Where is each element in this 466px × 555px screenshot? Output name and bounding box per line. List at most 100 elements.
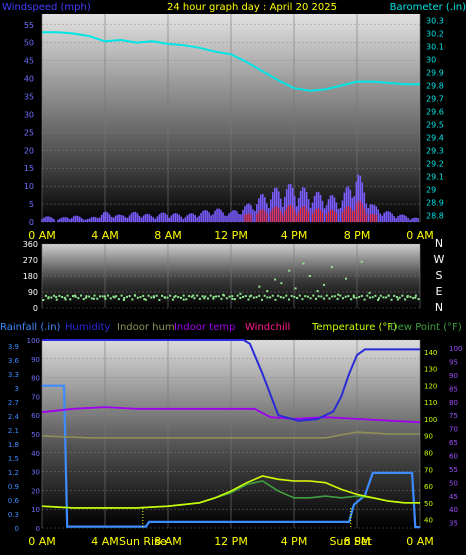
panel3-dewpoint-tick-label: 35 [449,520,458,528]
panel3-x-tick-label: 0 AM [406,535,434,548]
wind-direction-point [347,295,350,298]
panel1-left-tick-label: 30 [24,110,34,119]
wind-direction-point [339,294,342,297]
wind-direction-point [248,295,251,298]
wind-direction-point [341,297,344,300]
panel3-x-tick-label: 12 PM [214,535,248,548]
panel1-left-tick-label: 35 [24,92,34,101]
wind-direction-point [196,294,199,297]
wind-direction-point [247,298,250,301]
panel3-x-tick-label: 8 AM [154,535,182,548]
wind-direction-point [309,297,312,300]
wind-direction-point [328,297,331,300]
indoor-humidity-line [41,431,420,439]
panel3-temperature-tick-label: 100 [424,416,437,424]
panel3-rain-tick-label: 3.6 [8,357,20,365]
wind-direction-point [294,287,297,290]
wind-direction-point [212,297,215,300]
panel3-dewpoint-tick-label: 95 [449,358,458,366]
panel1-right-tick-label: 29.4 [426,134,444,143]
wind-direction-point [179,296,182,299]
wind-direction-point [398,296,401,299]
wind-direction-point [117,298,120,301]
panel2-direction-axis: 0 90 180 270 360 [23,240,38,313]
panel1-right-tick-label: 28.9 [426,199,444,208]
wind-direction-point [220,297,223,300]
wind-direction-point [239,292,242,295]
wind-direction-point [55,298,58,301]
panel3-humidity-tick-label: 20 [31,487,40,495]
wind-direction-point [96,297,99,300]
panel3-dewpoint-tick-label: 80 [449,399,458,407]
wind-direction-point [161,294,164,297]
panel1-right-tick-label: 29.5 [426,121,444,130]
wind-direction-point [409,295,412,298]
wind-direction-point [290,294,293,297]
wind-direction-point [217,295,220,298]
wind-direction-point [320,295,323,298]
wind-direction-point [74,294,77,297]
panel3-x-tick-label: 4 PM [281,535,308,548]
panel3-dewpoint-tick-label: 55 [449,466,458,474]
wind-direction-point [242,295,245,298]
wind-direction-point [406,295,409,298]
wind-direction-point [215,295,218,298]
wind-direction-point [152,295,155,298]
panel3-rain-tick-label: 1.2 [8,469,19,477]
panel3-humidity-tick-label: 0 [36,525,40,533]
panel1-left-tick-label: 0 [29,218,34,227]
wind-direction-point [93,294,96,297]
wind-direction-point [223,294,226,297]
wind-direction-point [55,295,58,298]
wind-direction-point [222,293,225,296]
panel3-rain-tick-label: 0.6 [8,497,20,505]
panel1-x-tick-label: 0 AM [406,229,434,242]
panel3-legend-item: Indoor hum [117,322,175,333]
wind-direction-point [174,294,177,297]
panel1-right-tick-label: 29.7 [426,95,444,104]
panel1-right-tick-label: 29.8 [426,82,444,91]
wind-direction-point [279,296,282,299]
wind-direction-point [274,298,277,301]
wind-direction-point [250,294,253,297]
panel3-rain-tick-label: 3.3 [8,371,19,379]
wind-direction-point [316,290,319,293]
indoor-temp-line [41,406,421,424]
wind-direction-point [150,296,153,299]
panel3-rain-tick-label: 1.8 [8,441,19,449]
wind-direction-point [277,294,280,297]
panel3-humidity-tick-label: 50 [31,431,40,439]
wind-direction-point [204,295,207,298]
panel3-humidity-tick-label: 40 [31,450,40,458]
panel3-dewpoint-tick-label: 45 [449,493,458,501]
wind-direction-point [368,296,371,299]
panel3-humidity-tick-label: 60 [31,412,40,420]
panel3-x-tick-label: 4 AM [91,535,119,548]
wind-direction-point [77,297,80,300]
wind-direction-point [239,296,242,299]
wind-direction-point [188,295,191,298]
wind-direction-point [244,294,247,297]
panel3-dewpoint-tick-label: 65 [449,439,458,447]
wind-direction-point [209,294,212,297]
panel1-right-tick-label: 30.3 [426,17,444,26]
panel1-left-tick-label: 10 [24,182,34,191]
panel3-legend-item: Temperature (°F) [311,322,397,333]
wind-direction-point [323,297,326,300]
panel3-legend-item: Dew Point (°F) [390,322,462,333]
panel3-rain-tick-label: 2.4 [8,413,20,421]
wind-direction-point [274,278,277,281]
wind-direction-point [344,295,347,298]
wind-direction-point [85,296,88,299]
wind-direction-point [166,296,169,299]
wind-direction-point [377,298,380,301]
wind-direction-point [255,296,258,299]
panel3-humidity-tick-label: 90 [31,356,40,364]
panel1-right-tick-label: 29.2 [426,160,444,169]
wind-direction-point [139,296,142,299]
wind-direction-point [203,297,206,300]
wind-direction-point [233,298,236,301]
wind-direction-point [109,297,112,300]
wind-direction-point [64,298,67,301]
